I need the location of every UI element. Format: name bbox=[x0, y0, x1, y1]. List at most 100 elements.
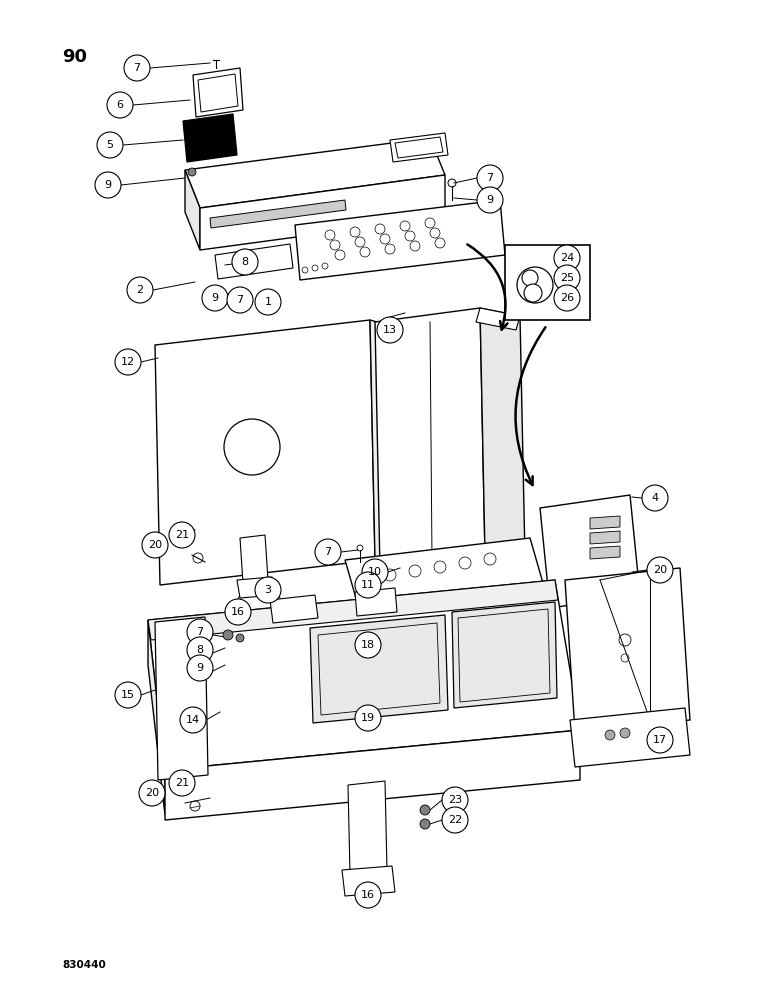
Circle shape bbox=[362, 559, 388, 585]
Text: 9: 9 bbox=[105, 180, 112, 190]
Text: 20: 20 bbox=[145, 788, 159, 798]
Text: 5: 5 bbox=[107, 140, 114, 150]
Text: 10: 10 bbox=[368, 567, 382, 577]
Circle shape bbox=[554, 285, 580, 311]
Circle shape bbox=[255, 577, 281, 603]
Circle shape bbox=[180, 707, 206, 733]
Text: 25: 25 bbox=[560, 273, 574, 283]
Circle shape bbox=[554, 265, 580, 291]
Text: 20: 20 bbox=[148, 540, 162, 550]
Text: 2: 2 bbox=[136, 285, 144, 295]
Polygon shape bbox=[390, 133, 448, 162]
Circle shape bbox=[647, 557, 673, 583]
Bar bbox=[505, 245, 590, 320]
Text: 15: 15 bbox=[121, 690, 135, 700]
Circle shape bbox=[188, 168, 196, 176]
Circle shape bbox=[124, 55, 150, 81]
Circle shape bbox=[127, 277, 153, 303]
Text: 7: 7 bbox=[197, 627, 204, 637]
Circle shape bbox=[420, 805, 430, 815]
Circle shape bbox=[377, 317, 403, 343]
Circle shape bbox=[95, 172, 121, 198]
Circle shape bbox=[647, 727, 673, 753]
Polygon shape bbox=[270, 595, 318, 623]
Circle shape bbox=[225, 599, 251, 625]
Circle shape bbox=[477, 187, 503, 213]
Text: 21: 21 bbox=[175, 778, 189, 788]
Text: 12: 12 bbox=[121, 357, 135, 367]
Circle shape bbox=[202, 285, 228, 311]
Polygon shape bbox=[590, 546, 620, 559]
Circle shape bbox=[620, 728, 630, 738]
Polygon shape bbox=[183, 114, 237, 162]
Polygon shape bbox=[590, 516, 620, 529]
Circle shape bbox=[605, 730, 615, 740]
Text: 11: 11 bbox=[361, 580, 375, 590]
Polygon shape bbox=[348, 781, 387, 874]
Circle shape bbox=[187, 619, 213, 645]
Text: 6: 6 bbox=[116, 100, 123, 110]
Circle shape bbox=[355, 705, 381, 731]
Text: 9: 9 bbox=[487, 195, 494, 205]
Circle shape bbox=[142, 532, 168, 558]
Circle shape bbox=[115, 349, 141, 375]
Polygon shape bbox=[237, 577, 275, 598]
Circle shape bbox=[223, 630, 233, 640]
Text: 16: 16 bbox=[361, 890, 375, 900]
Text: 18: 18 bbox=[361, 640, 375, 650]
Text: 24: 24 bbox=[560, 253, 574, 263]
Circle shape bbox=[554, 245, 580, 271]
Circle shape bbox=[232, 249, 258, 275]
Text: 23: 23 bbox=[448, 795, 462, 805]
Polygon shape bbox=[375, 308, 485, 570]
Text: 4: 4 bbox=[651, 493, 658, 503]
Circle shape bbox=[477, 165, 503, 191]
Text: 17: 17 bbox=[653, 735, 667, 745]
Circle shape bbox=[355, 632, 381, 658]
Circle shape bbox=[187, 655, 213, 681]
Circle shape bbox=[169, 522, 195, 548]
Polygon shape bbox=[452, 602, 557, 708]
Text: 21: 21 bbox=[175, 530, 189, 540]
Polygon shape bbox=[155, 617, 208, 780]
Circle shape bbox=[139, 780, 165, 806]
Circle shape bbox=[442, 807, 468, 833]
Polygon shape bbox=[345, 538, 545, 612]
Text: 830440: 830440 bbox=[62, 960, 106, 970]
Circle shape bbox=[107, 92, 133, 118]
Circle shape bbox=[522, 270, 538, 286]
Polygon shape bbox=[148, 580, 558, 640]
Polygon shape bbox=[476, 308, 520, 330]
Text: 9: 9 bbox=[197, 663, 204, 673]
Text: 7: 7 bbox=[236, 295, 243, 305]
Polygon shape bbox=[240, 535, 268, 583]
Circle shape bbox=[115, 682, 141, 708]
Polygon shape bbox=[565, 568, 690, 732]
Polygon shape bbox=[185, 138, 445, 208]
Polygon shape bbox=[148, 580, 580, 770]
Polygon shape bbox=[165, 730, 580, 820]
Circle shape bbox=[255, 289, 281, 315]
Polygon shape bbox=[148, 620, 165, 815]
Polygon shape bbox=[310, 615, 448, 723]
Text: 7: 7 bbox=[133, 63, 140, 73]
Text: 90: 90 bbox=[62, 48, 87, 66]
Text: 8: 8 bbox=[242, 257, 249, 267]
Text: 1: 1 bbox=[264, 297, 271, 307]
Polygon shape bbox=[370, 320, 410, 572]
FancyArrowPatch shape bbox=[516, 327, 545, 485]
Text: 14: 14 bbox=[186, 715, 200, 725]
Text: 26: 26 bbox=[560, 293, 574, 303]
Circle shape bbox=[420, 819, 430, 829]
Text: 8: 8 bbox=[197, 645, 204, 655]
Circle shape bbox=[315, 539, 341, 565]
Text: 20: 20 bbox=[653, 565, 667, 575]
Text: 22: 22 bbox=[448, 815, 462, 825]
Circle shape bbox=[227, 287, 253, 313]
Polygon shape bbox=[200, 175, 445, 250]
Polygon shape bbox=[342, 866, 395, 896]
Circle shape bbox=[187, 637, 213, 663]
Text: 16: 16 bbox=[231, 607, 245, 617]
Polygon shape bbox=[540, 495, 640, 608]
Text: 7: 7 bbox=[324, 547, 331, 557]
